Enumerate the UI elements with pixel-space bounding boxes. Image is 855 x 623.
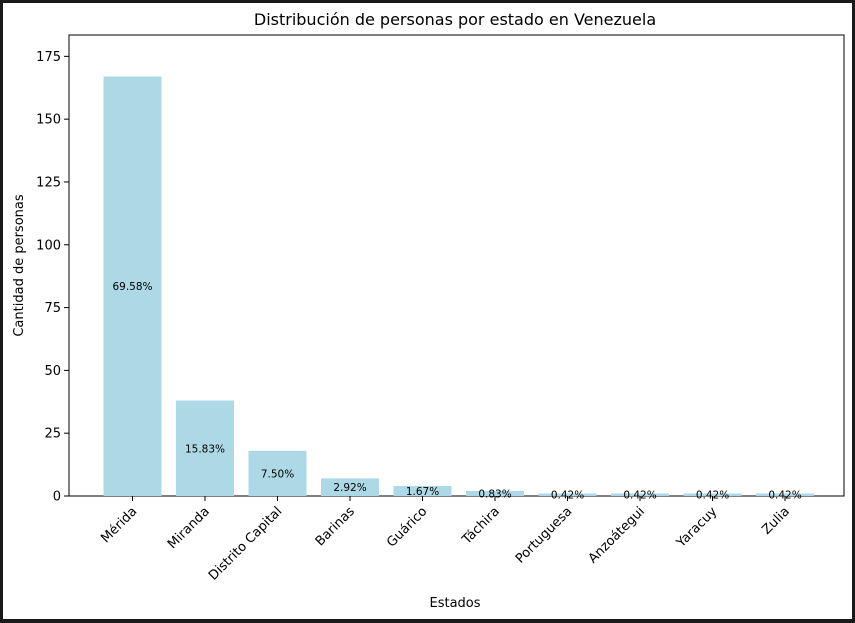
x-axis-label: Estados xyxy=(429,596,480,611)
x-tick-label: Miranda xyxy=(165,504,213,552)
x-tick-label: Yaracuy xyxy=(673,504,720,551)
y-tick-label: 75 xyxy=(44,301,61,316)
bar xyxy=(103,76,162,496)
bar-data-label: 15.83% xyxy=(185,443,225,455)
bar xyxy=(393,485,452,496)
bar-data-label: 0.42% xyxy=(768,490,801,502)
plot-area xyxy=(68,34,845,497)
bars xyxy=(103,76,814,496)
bar xyxy=(466,490,524,496)
bar-data-label: 0.83% xyxy=(478,488,511,500)
x-tick-label: Zulia xyxy=(759,504,792,537)
y-tick-label: 175 xyxy=(36,50,61,65)
bar xyxy=(321,478,379,496)
bar xyxy=(611,493,669,496)
bar-data-label: 7.50% xyxy=(261,468,294,480)
bar-labels: 69.58% 15.83% 7.50% 2.92% 1.67% 0.83% 0.42% 0.4… xyxy=(112,281,801,502)
bar xyxy=(756,493,814,496)
y-tick-label: 50 xyxy=(44,364,61,379)
x-tick-label: Barinas xyxy=(313,504,358,549)
bar-data-label: 2.92% xyxy=(333,482,366,494)
bar-data-label: 0.42% xyxy=(551,490,584,502)
bar xyxy=(176,400,234,496)
bar xyxy=(683,493,742,496)
bar-data-label: 69.58% xyxy=(112,281,152,293)
y-tick-label: 0 xyxy=(53,490,61,505)
y-axis: 0 25 50 75 100 125 150 175 xyxy=(36,50,69,505)
bar-data-label: 0.42% xyxy=(696,490,729,502)
y-tick-label: 25 xyxy=(44,427,61,442)
bar-data-label: 1.67% xyxy=(406,486,439,498)
x-tick-label: Táchira xyxy=(459,504,503,548)
x-tick-label: Guárico xyxy=(384,504,430,550)
x-tick-label: Portuguesa xyxy=(513,504,575,566)
y-tick-label: 150 xyxy=(36,113,61,128)
chart-title: Distribución de personas por estado en V… xyxy=(254,10,656,29)
x-tick-label: Distrito Capital xyxy=(206,504,285,583)
bar xyxy=(248,450,307,496)
y-tick-label: 125 xyxy=(36,175,61,190)
bar xyxy=(538,493,597,496)
x-tick-label: Mérida xyxy=(98,504,140,546)
bar-data-label: 0.42% xyxy=(623,490,656,502)
y-axis-label: Cantidad de personas xyxy=(12,194,27,337)
y-tick-label: 100 xyxy=(36,238,61,253)
x-tick-label: Anzoátegui xyxy=(586,504,648,566)
